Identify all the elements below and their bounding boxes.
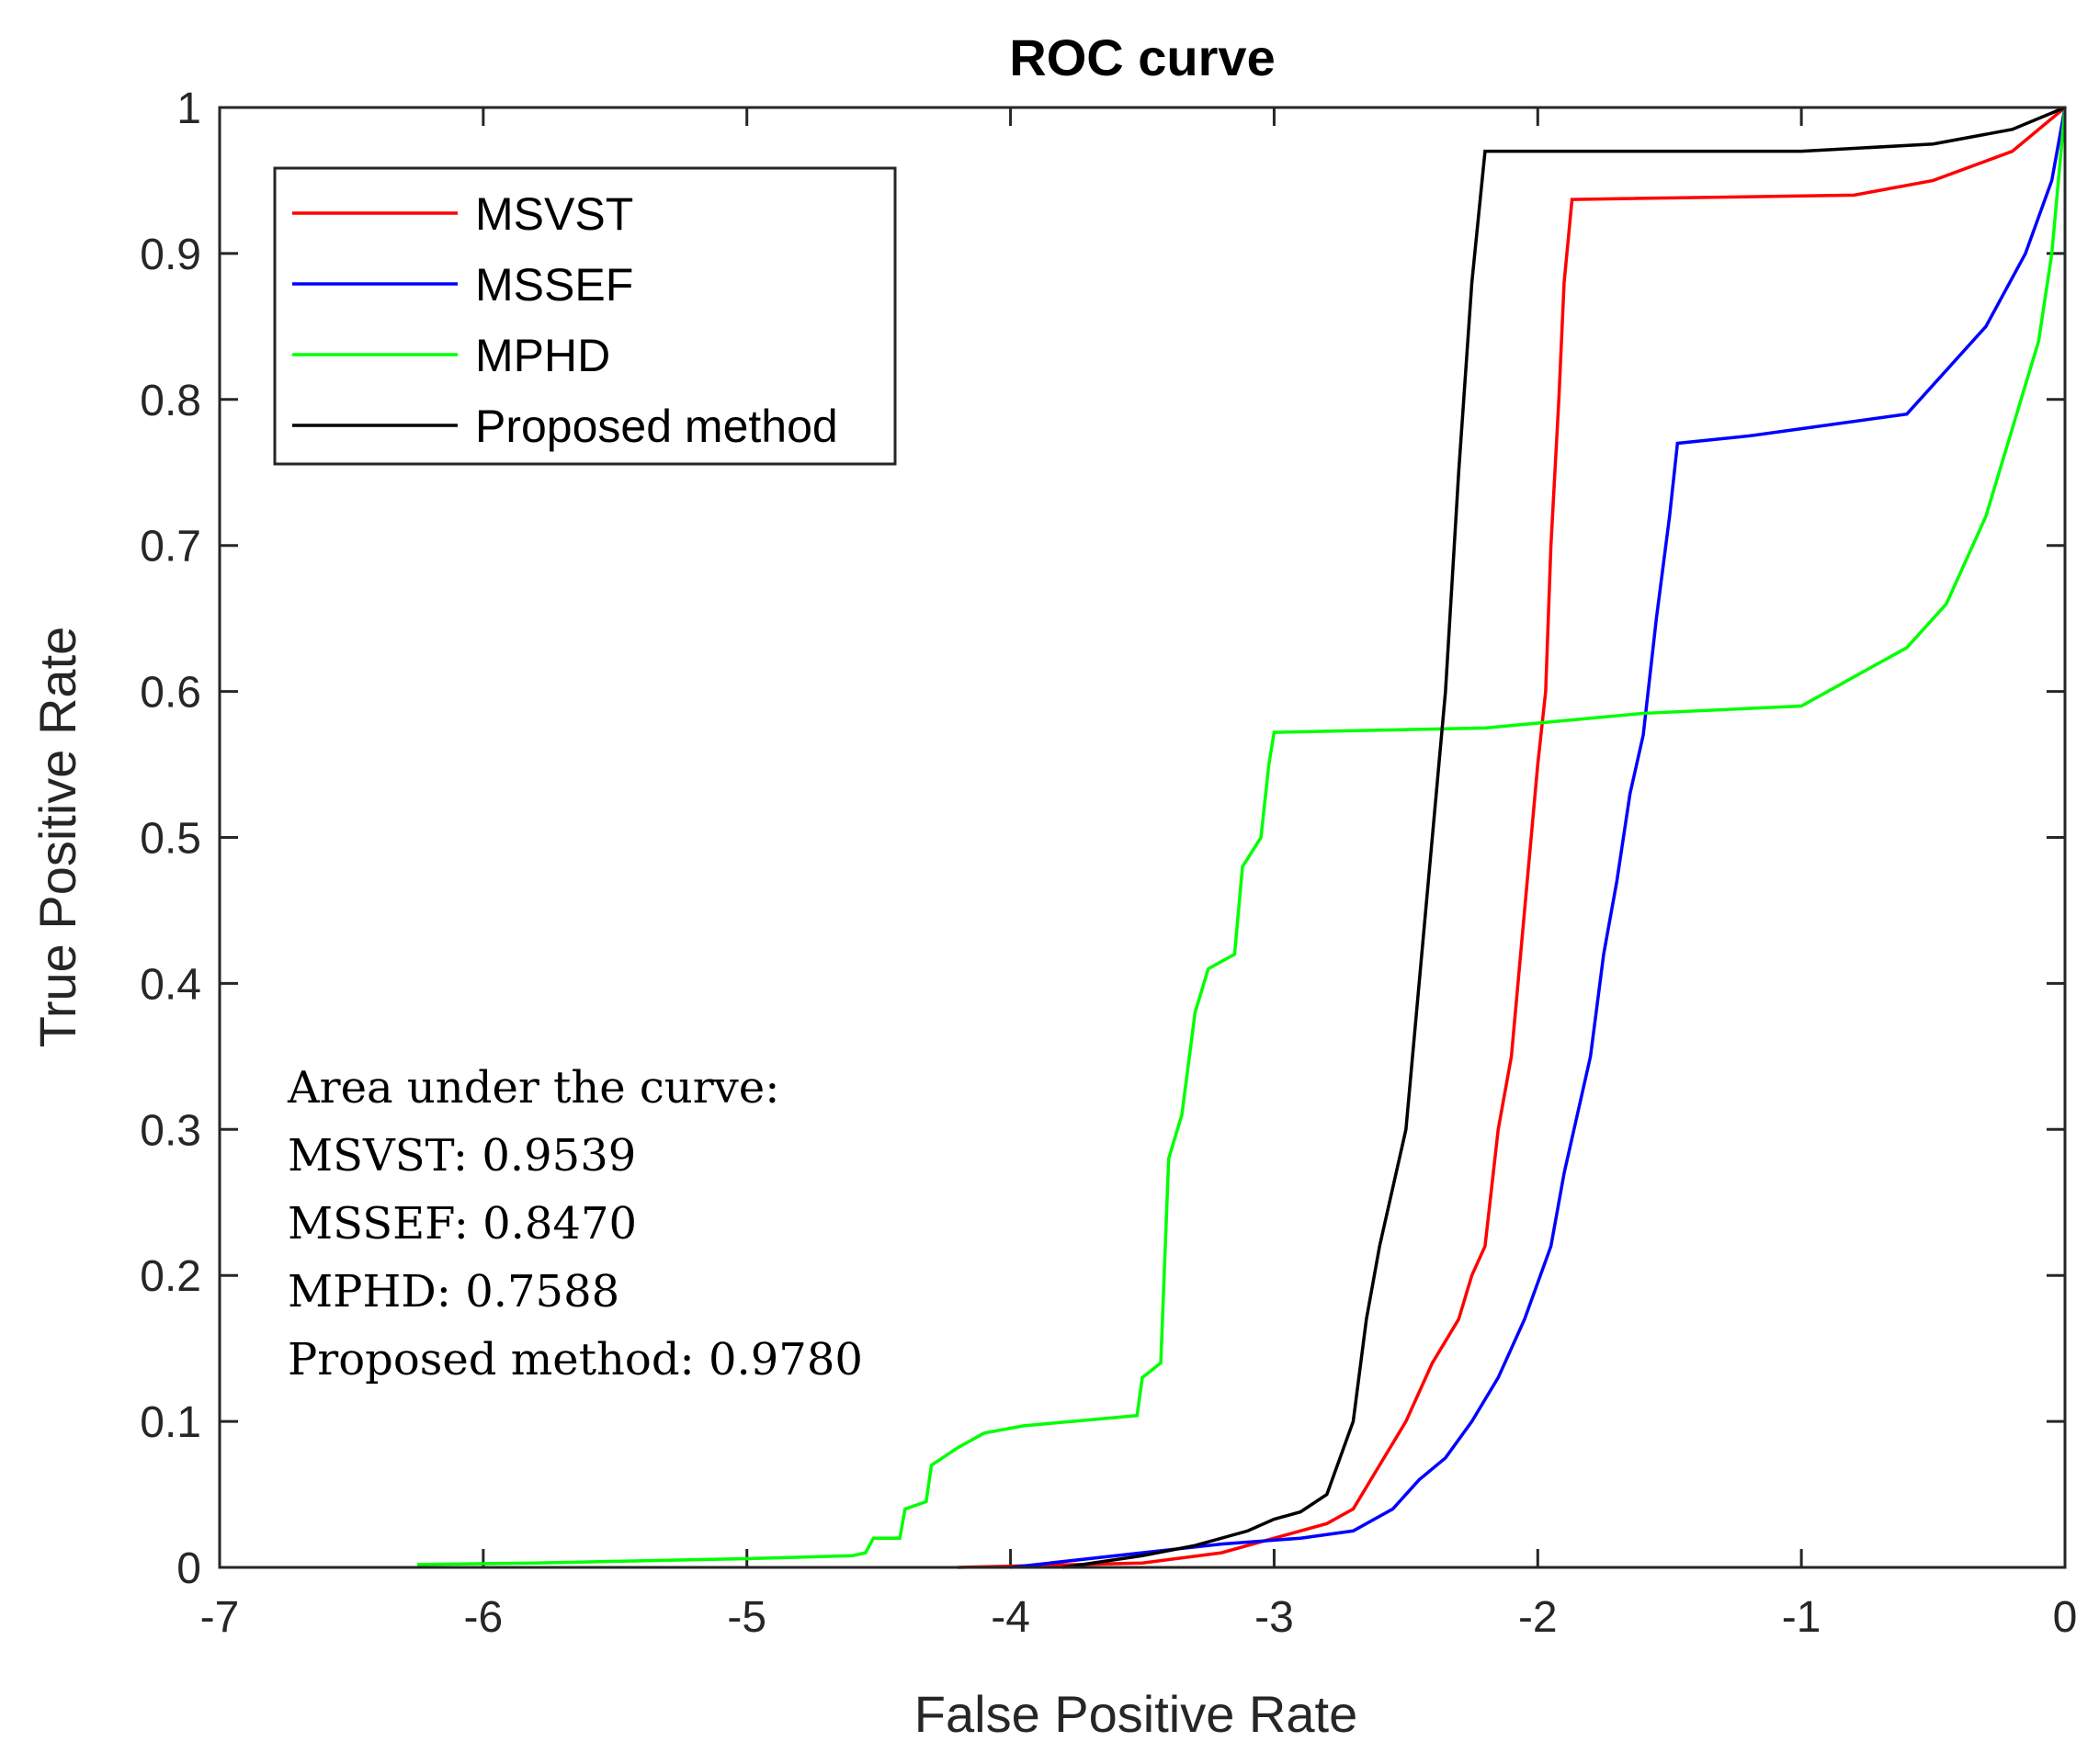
y-axis-label: True Positive Rate [28,627,86,1048]
x-tick-label: -6 [464,1593,504,1642]
auc-line: Area under the curve: [287,1062,779,1114]
x-axis-label: False Positive Rate [914,1685,1357,1743]
x-tick-label: -3 [1254,1593,1294,1642]
y-tick-label: 0.5 [140,815,201,864]
y-tick-label: 0.8 [140,377,201,425]
y-tick-label: 0 [176,1544,201,1593]
auc-annotation: Area under the curve: MSVST: 0.9539 MSSEF:… [287,1062,863,1385]
x-tick-label: -7 [200,1593,240,1642]
x-tick-label: -5 [727,1593,766,1642]
auc-line: MPHD: 0.7588 [288,1266,619,1317]
legend-box [273,166,897,466]
auc-line: MSVST: 0.9539 [288,1130,636,1182]
series-line-mphd [417,107,2067,1566]
legend: MSVST MSSEF MPHD Proposed method [273,166,897,466]
plot-frame [218,106,2067,1569]
x-tick-label: -1 [1782,1593,1821,1642]
legend-label: MPHD [475,330,610,381]
auc-line: Proposed method: 0.9780 [288,1334,863,1385]
x-tick-label: 0 [2053,1593,2078,1642]
series-line-msvst [958,106,2067,1569]
y-tick-label: 0.1 [140,1398,201,1447]
y-tick-label: 0.6 [140,669,201,718]
y-tick-label: 0.3 [140,1106,201,1155]
y-tick-label: 0.7 [140,523,201,571]
series-line-proposed-method [1062,106,2066,1569]
y-tick-label: 0.4 [140,960,201,1009]
legend-label: Proposed method [475,401,838,452]
legend-label: MSVST [475,188,633,240]
y-tick-label: 1 [176,85,201,133]
chart-title: ROC curve [1009,28,1275,86]
y-tick-label: 0.9 [140,231,201,279]
x-tick-label: -4 [991,1593,1030,1642]
x-tick-label: -2 [1518,1593,1558,1642]
auc-line: MSSEF: 0.8470 [288,1198,637,1250]
series-line-mssef [1010,107,2067,1569]
legend-label: MSSEF [475,259,633,311]
y-tick-label: 0.2 [140,1252,201,1301]
